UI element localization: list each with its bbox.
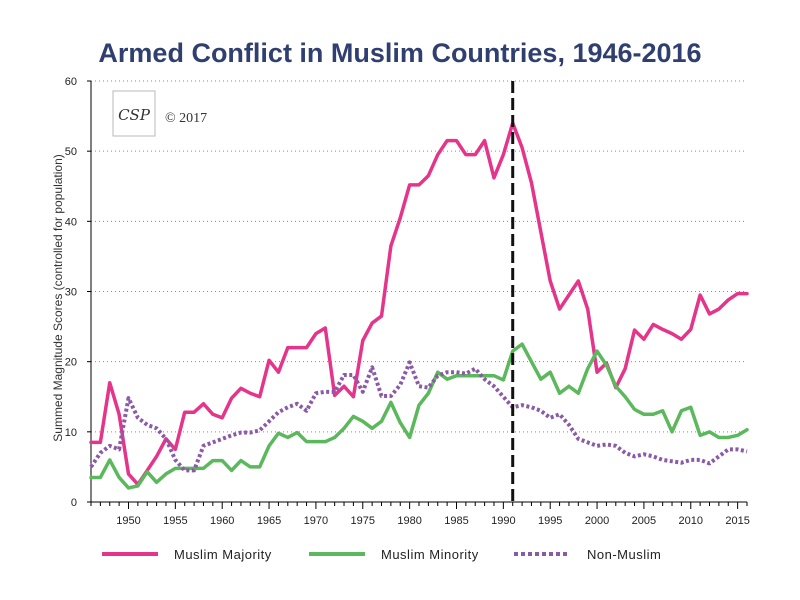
y-tick-label: 50 bbox=[65, 146, 77, 158]
series bbox=[89, 121, 749, 490]
x-tick-label: 1985 bbox=[444, 515, 468, 527]
series-line-muslim-majority bbox=[89, 121, 749, 487]
x-tick-label: 1975 bbox=[351, 515, 375, 527]
x-tick-label: 2015 bbox=[725, 515, 749, 527]
csp-logo: CSP bbox=[112, 90, 156, 137]
x-tick-label: 1950 bbox=[116, 515, 140, 527]
x-tick-label: 1995 bbox=[538, 515, 562, 527]
series-line-non-muslim bbox=[89, 360, 748, 473]
y-tick-label: 10 bbox=[65, 427, 77, 439]
x-tick-label: 1970 bbox=[304, 515, 328, 527]
legend-label: Non-Muslim bbox=[587, 547, 661, 562]
x-tick-label: 1980 bbox=[397, 515, 421, 527]
series-line-muslim-minority bbox=[89, 342, 749, 490]
chart-title: Armed Conflict in Muslim Countries, 1946… bbox=[98, 38, 701, 68]
x-tick-label: 1965 bbox=[257, 515, 281, 527]
x-tick-label: 1955 bbox=[163, 515, 187, 527]
axes bbox=[87, 80, 748, 509]
y-tick-label: 0 bbox=[71, 497, 77, 509]
x-tick-labels: 1950 1955 1960 1965 1970 1975 1980 1985 1990 1995… bbox=[116, 515, 750, 527]
y-axis-label: Summed Magnitude Scores (controlled for … bbox=[51, 154, 65, 441]
copyright-text: © 2017 bbox=[165, 111, 207, 126]
legend-label: Muslim Majority bbox=[174, 547, 272, 562]
x-tick-label: 1990 bbox=[491, 515, 515, 527]
y-tick-label: 30 bbox=[65, 287, 77, 299]
x-tick-label: 2010 bbox=[679, 515, 703, 527]
x-tick-label: 2005 bbox=[632, 515, 656, 527]
csp-logo-text: CSP bbox=[118, 106, 151, 124]
y-tick-labels: 0 10 20 30 40 50 60 bbox=[65, 76, 77, 509]
legend: Muslim Majority Muslim Minority Non-Muslim bbox=[102, 547, 661, 562]
grid bbox=[91, 80, 747, 433]
y-tick-label: 20 bbox=[65, 357, 77, 369]
y-tick-label: 40 bbox=[65, 216, 77, 228]
x-tick-label: 2000 bbox=[585, 515, 609, 527]
x-tick-label: 1960 bbox=[210, 515, 234, 527]
legend-label: Muslim Minority bbox=[381, 547, 479, 562]
y-tick-label: 60 bbox=[65, 76, 77, 88]
